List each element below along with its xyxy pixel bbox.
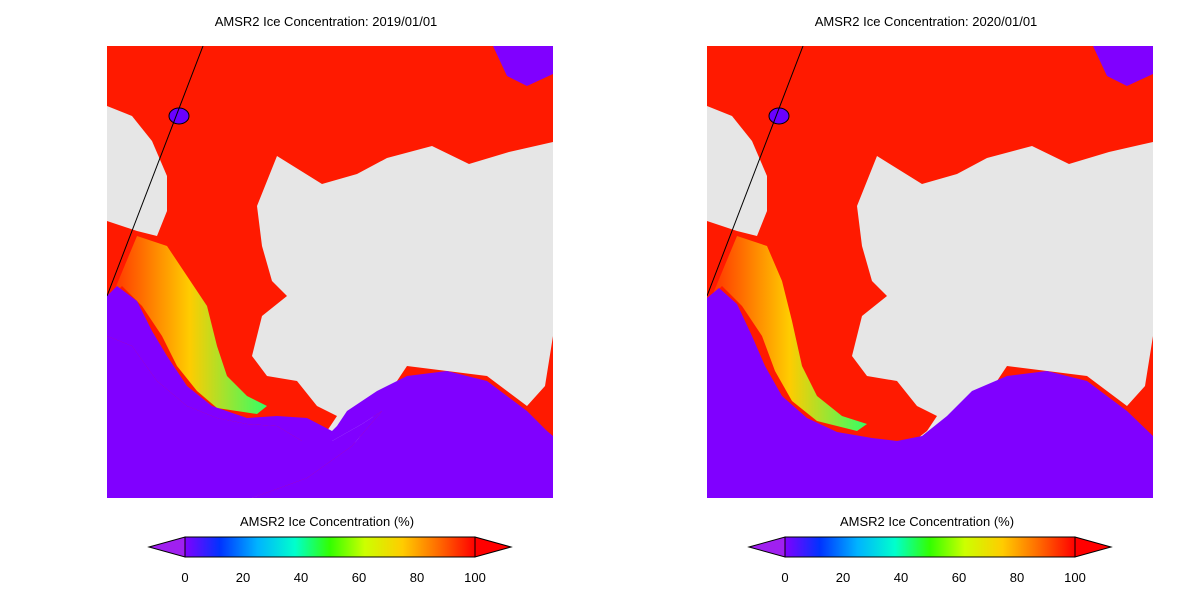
- land-chukotka: [107, 106, 167, 236]
- colorbar-tick: 0: [181, 570, 189, 585]
- ice-edge-bering: [112, 236, 267, 414]
- colorbar-tick: 100: [464, 570, 486, 585]
- open-water-northeast: [1093, 46, 1153, 86]
- land-alaska: [232, 142, 553, 498]
- colorbar-bar: [184, 536, 476, 558]
- colorbar-label-2019: AMSR2 Ice Concentration (%): [239, 514, 415, 529]
- ice-edge-bering: [712, 236, 867, 431]
- colorbar-tick: 20: [835, 570, 851, 585]
- map-title-2020: AMSR2 Ice Concentration: 2020/01/01: [814, 14, 1038, 29]
- ice-concentration-map-2019: [107, 46, 553, 498]
- colorbar-tick: 60: [351, 570, 367, 585]
- land-alaska: [832, 142, 1153, 498]
- ice-concentration-map-2020: [707, 46, 1153, 498]
- open-water-south: [707, 288, 1153, 498]
- colorbar-tick: 40: [293, 570, 309, 585]
- land-chukotka: [707, 106, 767, 236]
- colorbar-tick: 100: [1064, 570, 1086, 585]
- colorbar-2020: [747, 536, 1113, 558]
- open-water-south: [107, 286, 553, 498]
- colorbar-tick: 60: [951, 570, 967, 585]
- colorbar-tick: 40: [893, 570, 909, 585]
- colorbar-2019: [147, 536, 513, 558]
- colorbar-tick: 80: [1009, 570, 1025, 585]
- colorbar-over-arrow: [1074, 536, 1113, 558]
- grid-line: [707, 46, 804, 297]
- colorbar-under-arrow: [747, 536, 786, 558]
- grid-line: [107, 46, 204, 297]
- colorbar-over-arrow: [474, 536, 513, 558]
- open-water-lake: [768, 107, 790, 125]
- map-title-2019: AMSR2 Ice Concentration: 2019/01/01: [214, 14, 438, 29]
- colorbar-bar: [784, 536, 1076, 558]
- open-water-northeast: [493, 46, 553, 86]
- open-water-south-fill: [107, 336, 382, 498]
- colorbar-tick: 0: [781, 570, 789, 585]
- colorbar-label-2020: AMSR2 Ice Concentration (%): [839, 514, 1015, 529]
- colorbar-tick: 80: [409, 570, 425, 585]
- colorbar-under-arrow: [147, 536, 186, 558]
- colorbar-tick: 20: [235, 570, 251, 585]
- open-water-lake: [168, 107, 190, 125]
